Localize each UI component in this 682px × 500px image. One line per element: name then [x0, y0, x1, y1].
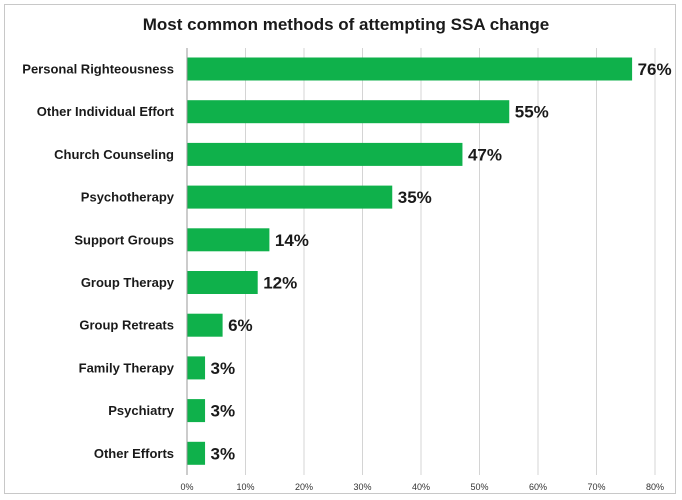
- bar: [187, 441, 206, 465]
- category-label: Group Therapy: [81, 275, 175, 290]
- bar: [187, 185, 393, 209]
- data-label: 47%: [468, 145, 502, 164]
- data-label: 76%: [638, 60, 672, 79]
- category-label: Psychiatry: [108, 403, 175, 418]
- data-label: 55%: [515, 103, 549, 122]
- category-label: Family Therapy: [79, 360, 175, 375]
- data-label: 3%: [211, 444, 236, 463]
- x-axis-ticks: 0% 10% 20% 30% 40% 50% 60% 70% 80%: [180, 482, 664, 492]
- bar: [187, 399, 206, 423]
- category-labels: Personal Righteousness Other Individual E…: [22, 62, 174, 461]
- category-label: Personal Righteousness: [22, 62, 174, 77]
- data-label: 12%: [263, 274, 297, 293]
- category-label: Other Efforts: [94, 446, 174, 461]
- x-tick-label: 30%: [353, 482, 371, 492]
- data-label: 3%: [211, 402, 236, 421]
- x-tick-label: 60%: [529, 482, 547, 492]
- bar: [187, 57, 633, 81]
- bar: [187, 356, 206, 380]
- data-label: 3%: [211, 359, 236, 378]
- x-tick-label: 50%: [470, 482, 488, 492]
- x-tick-label: 40%: [412, 482, 430, 492]
- bar: [187, 313, 223, 337]
- bars: [187, 57, 633, 465]
- x-tick-label: 10%: [236, 482, 254, 492]
- data-label: 6%: [228, 316, 253, 335]
- chart-title: Most common methods of attempting SSA ch…: [143, 15, 549, 34]
- value-labels: 76% 55% 47% 35% 14% 12% 6% 3% 3% 3%: [211, 60, 672, 463]
- x-tick-label: 70%: [587, 482, 605, 492]
- data-label: 14%: [275, 231, 309, 250]
- x-tick-label: 80%: [646, 482, 664, 492]
- bar: [187, 142, 463, 166]
- bar: [187, 100, 510, 124]
- category-label: Other Individual Effort: [37, 104, 175, 119]
- chart-frame: [4, 4, 676, 494]
- category-label: Group Retreats: [79, 318, 174, 333]
- data-label: 35%: [398, 188, 432, 207]
- bar: [187, 228, 270, 252]
- category-label: Psychotherapy: [81, 190, 175, 205]
- x-tick-label: 0%: [180, 482, 193, 492]
- category-label: Church Counseling: [54, 147, 174, 162]
- category-label: Support Groups: [74, 232, 174, 247]
- bar: [187, 271, 258, 294]
- x-tick-label: 20%: [295, 482, 313, 492]
